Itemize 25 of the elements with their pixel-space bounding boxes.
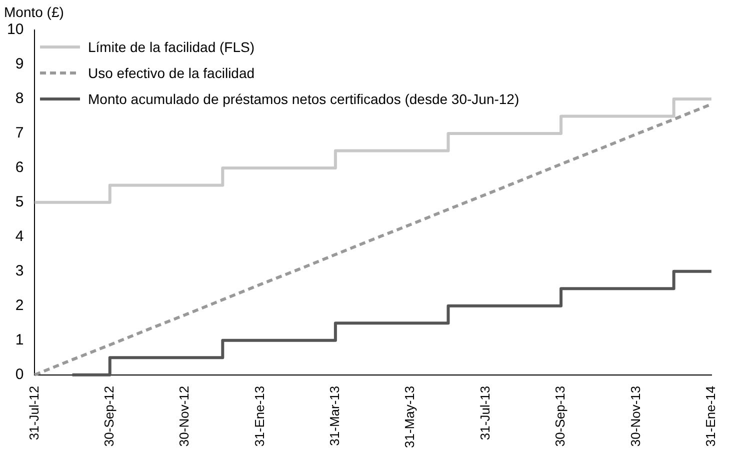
legend-label: Uso efectivo de la facilidad	[88, 65, 255, 81]
y-axis-title: Monto (£)	[4, 4, 64, 20]
x-tick-label: 31-Ene-13	[252, 386, 267, 447]
x-tick-label: 31-May-13	[402, 386, 418, 448]
y-tick-label: 4	[15, 228, 24, 246]
y-tick-label: 8	[15, 90, 24, 108]
x-tick-label: 30-Sep-12	[101, 386, 116, 447]
x-tick-label: 30-Nov-12	[176, 386, 192, 447]
x-tick-label: 31-Ene-14	[702, 386, 718, 447]
y-tick-label: 1	[15, 332, 24, 349]
y-tick-label: 7	[15, 124, 24, 142]
legend-label: Monto acumulado de préstamos netos certificados (desde 30-Jun-12)	[88, 91, 520, 107]
y-tick-label: 6	[15, 159, 24, 176]
legend-label: Límite de la facilidad (FLS)	[88, 39, 255, 55]
x-tick-label: 31-Mar-13	[327, 386, 342, 446]
y-tick-label: 9	[15, 56, 24, 73]
y-tick-label: 2	[15, 297, 24, 314]
y-tick-label: 0	[15, 366, 24, 384]
y-tick-label: 5	[15, 194, 24, 211]
x-tick-label: 31-Jul-13	[477, 386, 492, 440]
y-tick-label: 10	[6, 21, 24, 38]
y-tick-label: 3	[15, 262, 24, 280]
x-tick-label: 30-Nov-13	[628, 386, 643, 447]
x-tick-label: 30-Sep-13	[552, 386, 568, 447]
x-tick-label: 31-Jul-12	[26, 386, 42, 440]
